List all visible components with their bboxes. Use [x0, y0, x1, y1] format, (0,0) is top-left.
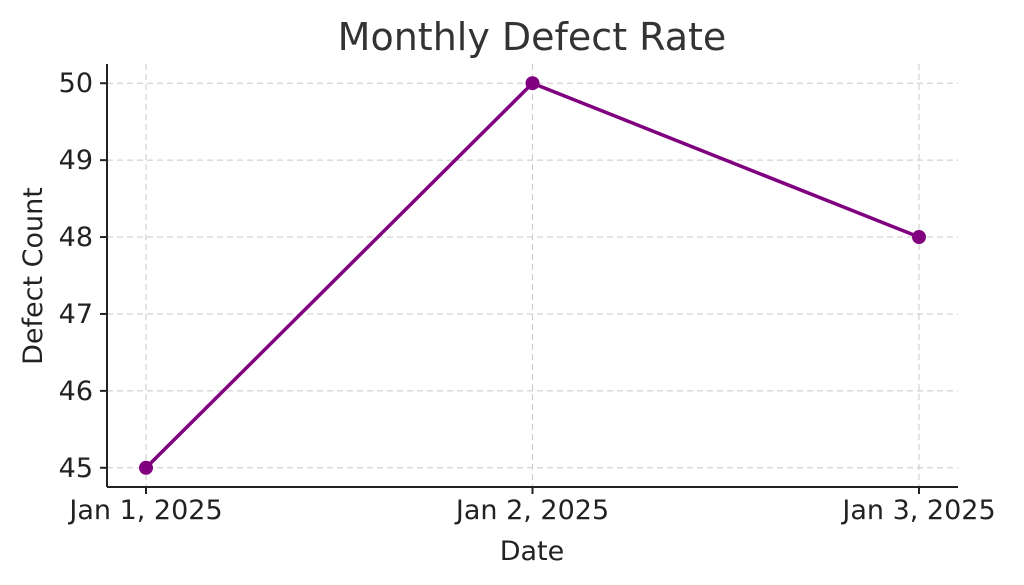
data-point: [525, 76, 540, 91]
chart-title: Monthly Defect Rate: [338, 15, 727, 59]
series-layer: [139, 76, 926, 475]
y-tick-label: 49: [59, 145, 93, 176]
grid-lines: [107, 64, 958, 487]
y-tick-label: 46: [59, 376, 93, 407]
y-tick-label: 45: [59, 453, 93, 484]
data-point: [139, 460, 153, 475]
y-tick-label: 48: [59, 222, 93, 253]
x-tick-label: Jan 3, 2025: [840, 495, 995, 526]
y-tick-label: 47: [59, 299, 93, 330]
ticks: 45 46 47 48 49 50 Jan 1, 2025 Jan 2, 2025 Jan 3,…: [59, 68, 996, 526]
y-axis-label: Defect Count: [18, 187, 49, 365]
y-tick-label: 50: [59, 68, 93, 99]
data-point: [912, 230, 926, 245]
x-tick-label: Jan 2, 2025: [454, 495, 609, 526]
x-tick-label: Jan 1, 2025: [67, 495, 222, 526]
x-axis-label: Date: [500, 536, 565, 567]
